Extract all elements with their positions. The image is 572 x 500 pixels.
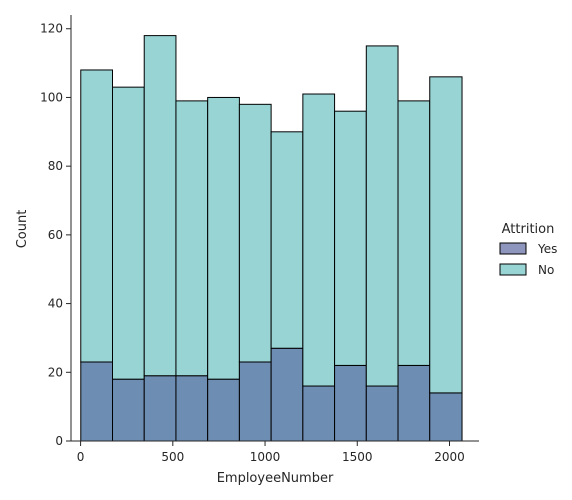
y-tick-label-100: 100 — [40, 90, 63, 104]
y-tick-label-120: 120 — [40, 22, 63, 36]
legend-title: Attrition — [502, 222, 555, 237]
x-tick-label-500: 500 — [161, 450, 184, 464]
bar-yes-1 — [80, 361, 114, 442]
x-tick-label-1000: 1000 — [250, 450, 281, 464]
x-tick-label-1500: 1500 — [342, 450, 373, 464]
bar-no-11 — [397, 100, 431, 366]
bar-yes-4 — [175, 375, 209, 442]
y-axis-title: Count — [15, 210, 30, 249]
bar-no-5 — [207, 96, 240, 380]
bar-no-8 — [302, 93, 336, 387]
bar-yes-5 — [207, 378, 240, 442]
legend: Attrition Yes No — [499, 222, 557, 277]
bar-no-9 — [334, 110, 367, 366]
bar-yes-9 — [334, 364, 367, 442]
legend-label-no: No — [538, 263, 554, 277]
y-tick-label-40: 40 — [48, 297, 63, 311]
y-tick-label-20: 20 — [48, 365, 63, 379]
y-tick-label-80: 80 — [48, 159, 63, 173]
y-tick-label-0: 0 — [55, 434, 63, 448]
bar-yes-7 — [270, 347, 304, 442]
bar-no-2 — [112, 86, 145, 380]
bar-no-7 — [270, 131, 304, 349]
axes-layer: 0 500 1000 1500 2000 0 20 40 60 80 100 120 — [40, 15, 479, 464]
bar-yes-6 — [238, 361, 272, 442]
bar-no-6 — [238, 103, 272, 363]
bar-no-4 — [175, 100, 209, 377]
bar-no-3 — [143, 35, 177, 377]
bar-yes-11 — [397, 364, 431, 442]
bar-yes-12 — [429, 392, 463, 442]
x-axis-title: EmployeeNumber — [217, 471, 334, 486]
legend-label-yes: Yes — [537, 242, 557, 256]
bar-yes-3 — [143, 375, 177, 442]
bar-no-1 — [80, 69, 114, 363]
bar-yes-10 — [365, 385, 399, 442]
bar-yes-2 — [112, 378, 145, 442]
legend-swatch-no — [499, 263, 527, 276]
x-tick-label-0: 0 — [77, 450, 85, 464]
x-tick-label-2000: 2000 — [434, 450, 465, 464]
bars-layer — [80, 35, 463, 442]
legend-swatch-yes — [499, 242, 527, 255]
bar-no-10 — [365, 45, 399, 387]
bar-yes-8 — [302, 385, 336, 442]
y-tick-label-60: 60 — [48, 228, 63, 242]
bar-no-12 — [429, 76, 463, 394]
